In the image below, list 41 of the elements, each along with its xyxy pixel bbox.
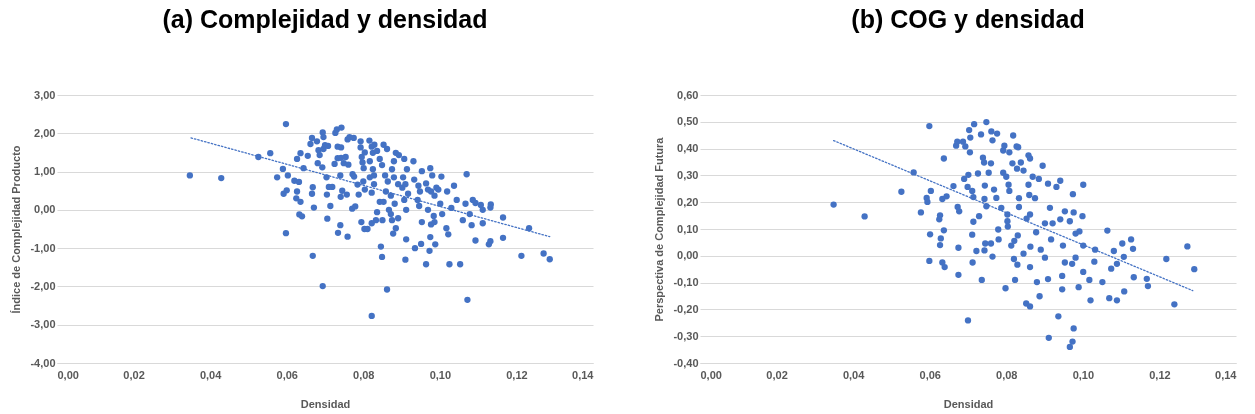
y-tick-label: -0,30 xyxy=(673,329,699,342)
x-axis-title: Densidad xyxy=(943,397,994,410)
chart-title: (a) Complejidad y densidad xyxy=(162,5,488,33)
y-tick-label: -4,00 xyxy=(30,356,56,369)
x-tick-label: 0,00 xyxy=(700,368,722,381)
y-tick-label: 0,00 xyxy=(677,249,699,262)
y-tick-label: 0,00 xyxy=(34,203,56,216)
y-tick-label: 0,50 xyxy=(677,115,699,128)
x-tick-label: 0,10 xyxy=(1072,368,1095,381)
y-tick-label: -0,10 xyxy=(673,276,699,289)
x-tick-label: 0,08 xyxy=(353,368,375,381)
x-tick-label: 0,00 xyxy=(57,368,79,381)
y-tick-label: -3,00 xyxy=(30,318,56,331)
chart-title: (b) COG y densidad xyxy=(851,5,1085,33)
x-tick-label: 0,14 xyxy=(1215,368,1238,381)
y-tick-label: 2,00 xyxy=(34,126,56,139)
y-tick-label: -2,00 xyxy=(30,279,56,292)
x-tick-label: 0,06 xyxy=(276,368,298,381)
x-tick-label: 0,12 xyxy=(506,368,528,381)
x-tick-label: 0,02 xyxy=(766,368,788,381)
x-tick-label: 0,02 xyxy=(123,368,145,381)
x-tick-label: 0,04 xyxy=(842,368,866,381)
y-axis-title: Perspectiva de Complejidad Futura xyxy=(653,136,666,322)
y-tick-label: 3,00 xyxy=(34,88,56,101)
x-tick-label: 0,04 xyxy=(199,368,223,381)
x-tick-label: 0,14 xyxy=(572,368,595,381)
y-axis-title: Índice de Complejidad Producto xyxy=(10,145,23,314)
x-tick-label: 0,10 xyxy=(429,368,452,381)
y-tick-label: 0,40 xyxy=(677,142,699,155)
x-axis-title: Densidad xyxy=(300,397,351,410)
x-tick-label: 0,08 xyxy=(996,368,1018,381)
y-tick-label: -0,40 xyxy=(673,356,699,369)
y-tick-label: 0,60 xyxy=(677,88,699,101)
y-tick-label: 0,30 xyxy=(677,168,699,181)
y-tick-label: 0,10 xyxy=(677,222,699,235)
x-tick-label: 0,12 xyxy=(1149,368,1171,381)
x-tick-label: 0,06 xyxy=(919,368,941,381)
y-tick-label: -1,00 xyxy=(30,241,56,254)
y-tick-label: 0,20 xyxy=(677,195,699,208)
y-tick-label: -0,20 xyxy=(673,302,699,315)
y-tick-label: 1,00 xyxy=(34,165,56,178)
